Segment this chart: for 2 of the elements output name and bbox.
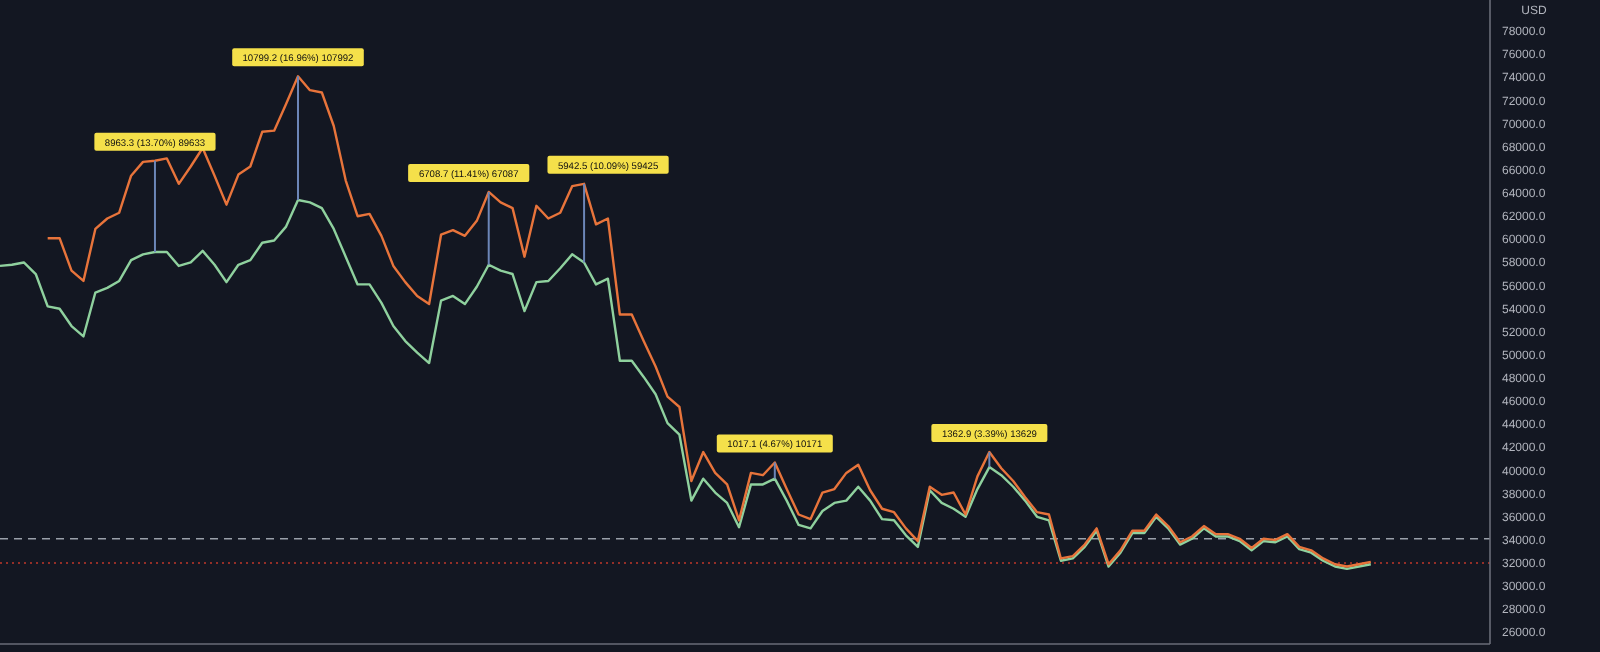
line-series [0, 198, 1372, 571]
line-series [46, 75, 1372, 568]
